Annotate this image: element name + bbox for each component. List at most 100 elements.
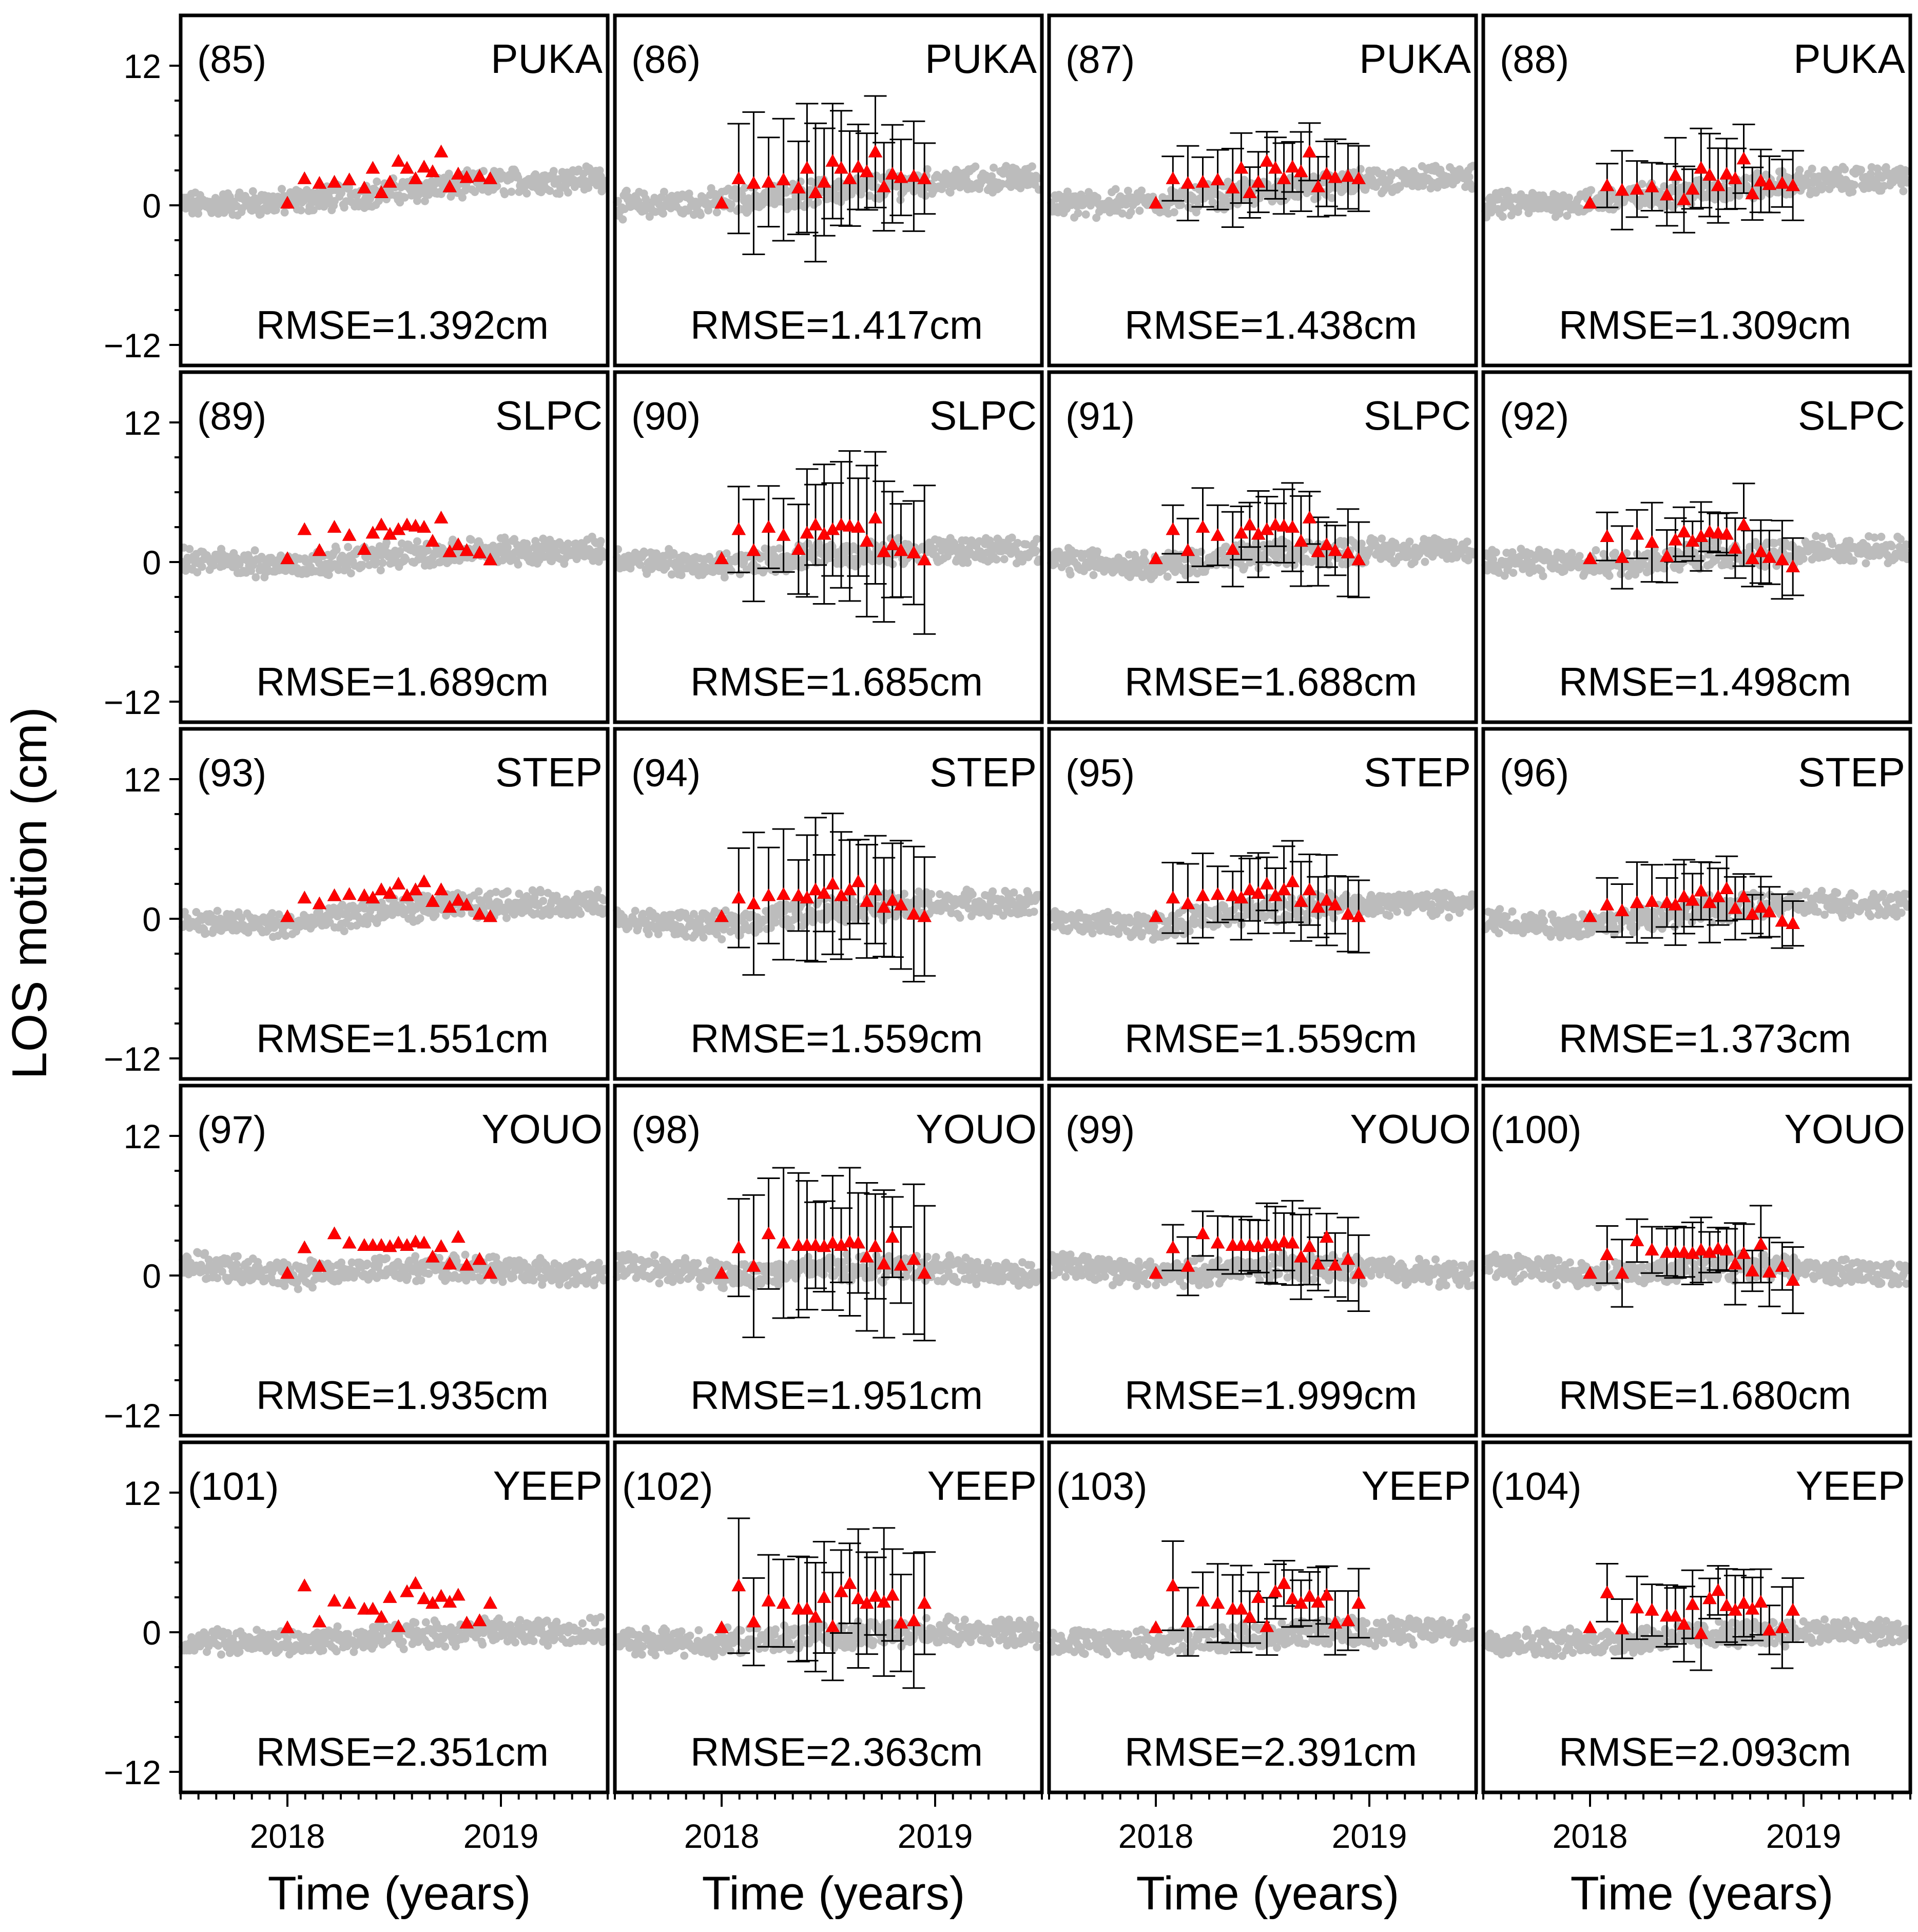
station-name: PUKA [925,36,1037,82]
gnss-point [1498,212,1507,221]
insar-point [417,160,432,173]
gnss-point [1163,572,1172,581]
gnss-point [1888,542,1896,551]
insar-point [761,175,776,188]
insar-point [382,175,397,188]
rmse-label: RMSE=1.309cm [1559,302,1851,347]
gnss-point [458,193,467,202]
insar-point [1600,529,1615,542]
insar-point [1719,166,1734,180]
gnss-point [1032,546,1040,555]
station-name: SLPC [1364,393,1471,438]
gnss-point [1127,208,1135,217]
gnss-point [720,573,729,582]
gnss-point [1093,547,1101,556]
gnss-series [179,532,609,582]
rmse-label: RMSE=1.417cm [690,302,983,347]
insar-point [312,896,327,910]
rmse-label: RMSE=1.438cm [1125,302,1417,347]
insar-point [434,144,449,158]
gnss-point [420,197,429,205]
insar-point [327,888,342,901]
gnss-point [1074,209,1082,218]
insar-point [434,882,449,896]
gnss-point [645,212,654,221]
gnss-point [1899,187,1908,196]
y-tick-label: 12 [124,761,161,799]
y-tick-label: 0 [142,900,161,938]
gnss-point [1850,181,1858,189]
gnss-point [1176,201,1185,209]
insar-point [391,876,406,890]
insar-point [731,522,746,535]
gnss-point [1000,555,1009,564]
insar-point [280,196,295,209]
panel-frame [179,13,610,368]
gnss-point [376,566,385,574]
gnss-point [1539,572,1547,581]
gnss-point [1356,165,1365,173]
insar-point [1260,153,1274,167]
y-tick-label: 0 [142,544,161,582]
y-axis: 12 0 −12 [104,761,181,1078]
insar-point [868,510,883,524]
panel-number: (85) [197,38,266,82]
panel-number: (92) [1500,395,1569,438]
y-tick-label: −12 [104,1040,161,1078]
gnss-point [992,555,1001,564]
gnss-point [213,906,222,915]
gnss-point [280,208,289,217]
panel-number: (90) [631,395,701,438]
gnss-point [622,186,631,195]
insar-point [1210,172,1225,185]
gnss-point [718,935,726,943]
gnss-point [1066,570,1075,578]
insar-point [312,176,327,189]
insar-point [1644,535,1659,548]
insar-point [425,164,440,178]
insar-point [1210,528,1225,541]
gnss-point [555,189,564,198]
gnss-point [1002,162,1011,170]
gnss-point [400,193,409,202]
gnss-point [699,933,708,942]
gnss-point [1848,187,1857,196]
insar-point [434,510,449,524]
gnss-point [522,189,531,198]
gnss-point [946,188,955,197]
insar-point [342,528,357,541]
gnss-point [618,215,627,224]
insar-point [297,891,312,904]
insar-point [1694,161,1709,174]
gnss-point [923,165,932,173]
insar-point [1736,517,1751,531]
insar-point [825,153,840,167]
insar-point [808,517,823,531]
gnss-point [546,186,554,195]
insar-point [483,171,498,184]
gnss-point [775,544,784,553]
gnss-point [549,167,558,176]
insar-point [327,519,342,533]
rmse-label: RMSE=1.685cm [690,659,983,704]
gnss-point [503,887,512,896]
gnss-point [514,560,522,569]
y-axis: 120−12 [104,47,181,364]
gnss-point [963,558,972,567]
gnss-point [1592,546,1600,554]
gnss-point [1405,537,1414,546]
gnss-point [596,537,605,546]
station-name: PUKA [491,36,603,82]
gnss-point [989,887,997,896]
insar-point [1180,176,1195,189]
gnss-point [1033,535,1041,544]
gnss-point [727,200,735,209]
gnss-point [956,913,964,922]
gnss-point [987,172,996,181]
gnss-point [707,184,715,192]
insar-point [1630,527,1644,540]
gnss-point [1605,571,1614,580]
station-name: PUKA [1359,36,1471,82]
